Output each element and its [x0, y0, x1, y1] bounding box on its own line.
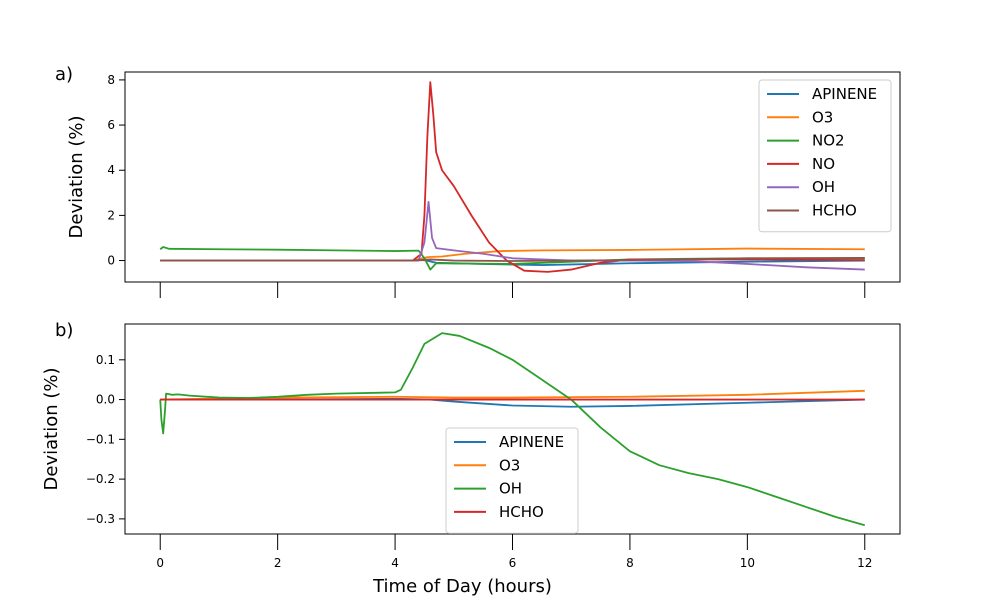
legend: APINENE O3 OH HCHO	[445, 427, 579, 534]
x-axis-label: Time of Day (hours)	[372, 576, 552, 597]
x-tick-label: 0	[156, 556, 164, 570]
legend-label: O3	[499, 456, 520, 474]
y-tick-label: 0	[107, 254, 115, 268]
y-tick-label: −0.3	[86, 512, 115, 526]
x-tick-label: 12	[857, 556, 872, 570]
y-tick-label: −0.1	[86, 432, 115, 446]
x-tick-label: 4	[391, 556, 399, 570]
y-tick-label: 0.1	[96, 353, 115, 367]
legend-label: OH	[812, 178, 835, 196]
y-tick-label: −0.2	[86, 472, 115, 486]
y-tick-label: 6	[107, 118, 115, 132]
legend-label: OH	[499, 480, 522, 498]
x-tick-label: 6	[509, 556, 517, 570]
x-tick-label: 8	[626, 556, 634, 570]
legend-label: APINENE	[812, 85, 877, 103]
series-line-no	[160, 81, 865, 273]
series-group	[159, 332, 866, 527]
legend-label: O3	[812, 108, 833, 126]
series-line-oh	[159, 332, 866, 527]
series-line-o3	[160, 389, 865, 401]
y-tick-label: 2	[107, 208, 115, 222]
panel-label: b)	[55, 320, 73, 341]
y-tick-label: 4	[107, 163, 115, 177]
y-axis-label: Deviation (%)	[41, 368, 62, 491]
y-tick-label: 0.0	[96, 393, 115, 407]
legend-label: HCHO	[499, 503, 544, 521]
series-line-hcho	[160, 256, 865, 262]
legend-label: NO2	[812, 132, 845, 150]
panel-a: a) 0 2 4 6 8 Deviation (%) APINENE O3 NO2 NO OH HCHO	[55, 64, 901, 298]
y-tick-label: 8	[107, 73, 115, 87]
panel-b: b) −0.3 −0.2 −0.1 0.0 0.1 0 2 4 6 8 10 12 Deviation (…	[41, 320, 901, 597]
panel-label: a)	[55, 64, 73, 85]
series-line-oh	[160, 200, 865, 271]
legend-box	[445, 427, 579, 534]
legend-label: NO	[812, 155, 835, 173]
legend-label: HCHO	[812, 202, 857, 220]
legend-label: APINENE	[499, 433, 564, 451]
x-tick-label: 10	[740, 556, 755, 570]
legend: APINENE O3 NO2 NO OH HCHO	[758, 79, 892, 233]
series-group	[159, 81, 865, 273]
x-tick-label: 2	[274, 556, 282, 570]
y-axis-label: Deviation (%)	[66, 116, 87, 239]
